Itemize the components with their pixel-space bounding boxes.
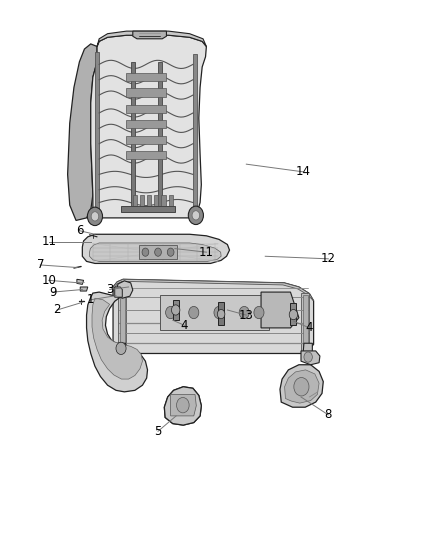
Polygon shape xyxy=(131,62,135,208)
Circle shape xyxy=(217,310,225,319)
Circle shape xyxy=(116,342,126,354)
Circle shape xyxy=(142,248,149,256)
Polygon shape xyxy=(80,287,88,291)
Polygon shape xyxy=(67,44,97,221)
Text: 5: 5 xyxy=(154,425,162,438)
Circle shape xyxy=(172,305,180,315)
Text: 8: 8 xyxy=(325,408,332,422)
Text: 3: 3 xyxy=(106,283,113,296)
Polygon shape xyxy=(133,31,166,39)
Polygon shape xyxy=(127,135,166,144)
Polygon shape xyxy=(127,88,166,96)
Polygon shape xyxy=(173,300,179,320)
Circle shape xyxy=(88,207,102,225)
Polygon shape xyxy=(133,195,137,206)
Text: 4: 4 xyxy=(181,319,188,332)
Text: 2: 2 xyxy=(53,303,61,317)
Circle shape xyxy=(155,248,161,256)
Polygon shape xyxy=(169,195,173,206)
Polygon shape xyxy=(303,343,312,353)
Polygon shape xyxy=(127,151,166,159)
Polygon shape xyxy=(116,343,126,353)
Text: 14: 14 xyxy=(296,165,311,179)
Polygon shape xyxy=(82,235,230,263)
Polygon shape xyxy=(171,394,196,416)
Polygon shape xyxy=(218,302,224,325)
Circle shape xyxy=(189,306,199,319)
Circle shape xyxy=(177,398,189,413)
Polygon shape xyxy=(127,73,166,81)
Polygon shape xyxy=(115,287,122,297)
Circle shape xyxy=(192,211,200,220)
Polygon shape xyxy=(290,303,297,325)
Circle shape xyxy=(214,306,224,319)
Polygon shape xyxy=(261,292,299,328)
Text: 4: 4 xyxy=(306,321,313,334)
Polygon shape xyxy=(95,52,99,215)
Polygon shape xyxy=(127,120,166,128)
Polygon shape xyxy=(140,195,144,206)
Polygon shape xyxy=(160,295,269,330)
Polygon shape xyxy=(116,281,133,298)
Polygon shape xyxy=(113,279,314,353)
Polygon shape xyxy=(89,243,221,261)
Polygon shape xyxy=(164,387,201,425)
Polygon shape xyxy=(301,351,320,365)
Polygon shape xyxy=(127,105,166,113)
Text: 9: 9 xyxy=(49,286,57,298)
Polygon shape xyxy=(120,286,125,350)
Circle shape xyxy=(289,310,298,320)
Circle shape xyxy=(304,352,312,362)
Polygon shape xyxy=(280,365,323,407)
Polygon shape xyxy=(193,54,197,213)
Text: 10: 10 xyxy=(41,274,56,287)
Polygon shape xyxy=(77,279,84,285)
Text: 12: 12 xyxy=(321,252,336,265)
Text: 11: 11 xyxy=(199,246,214,259)
Circle shape xyxy=(254,306,264,319)
Text: 11: 11 xyxy=(41,236,56,248)
Text: 1: 1 xyxy=(87,293,95,306)
Polygon shape xyxy=(92,298,142,379)
Polygon shape xyxy=(147,195,151,206)
Text: 7: 7 xyxy=(36,259,44,271)
Circle shape xyxy=(167,248,174,256)
Polygon shape xyxy=(164,387,201,425)
Circle shape xyxy=(239,306,249,319)
Polygon shape xyxy=(87,292,148,392)
Circle shape xyxy=(188,206,203,224)
Polygon shape xyxy=(97,31,206,46)
Polygon shape xyxy=(158,62,162,208)
Circle shape xyxy=(91,212,99,221)
Polygon shape xyxy=(161,195,166,206)
Text: 6: 6 xyxy=(76,224,83,237)
Polygon shape xyxy=(154,195,159,206)
Text: 13: 13 xyxy=(239,309,254,321)
Polygon shape xyxy=(91,35,206,218)
Polygon shape xyxy=(118,285,127,351)
Polygon shape xyxy=(121,206,175,212)
Circle shape xyxy=(294,377,309,396)
Polygon shape xyxy=(301,293,309,352)
Polygon shape xyxy=(285,370,319,403)
Polygon shape xyxy=(303,295,308,350)
Polygon shape xyxy=(113,279,314,301)
Circle shape xyxy=(166,306,176,319)
Polygon shape xyxy=(139,245,177,259)
